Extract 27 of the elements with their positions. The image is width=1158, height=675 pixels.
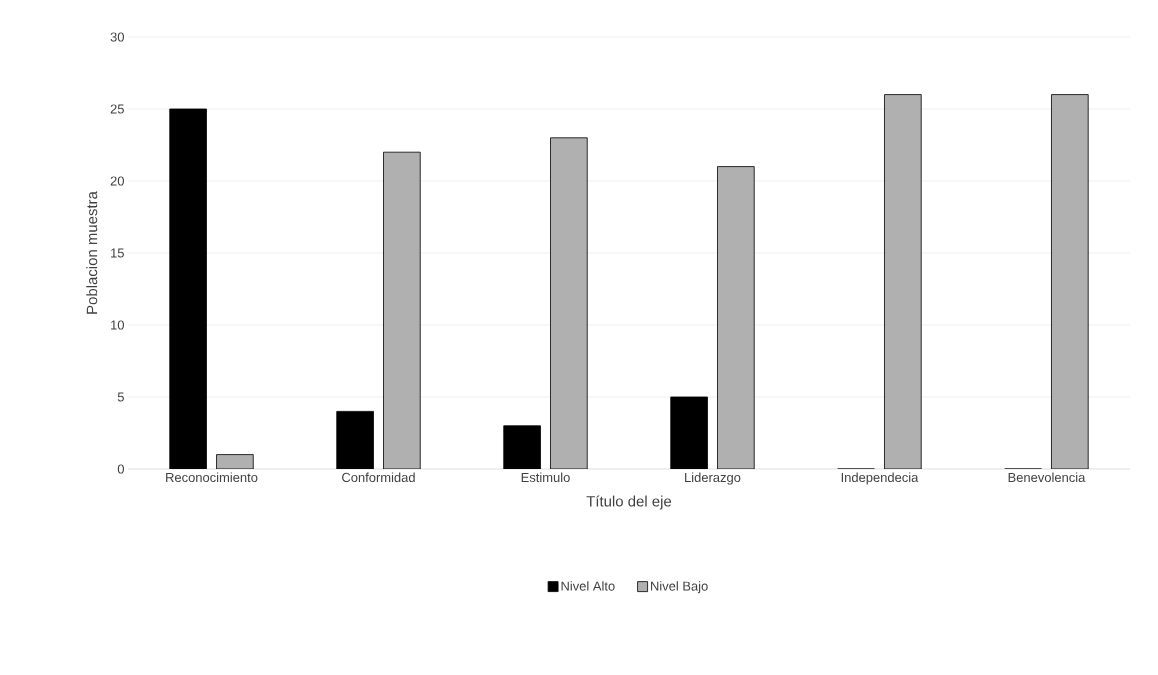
x-tick-label: Benevolencia — [1008, 472, 1086, 483]
bar — [884, 94, 922, 469]
bar — [670, 396, 708, 469]
y-tick-label: 30 — [110, 32, 124, 42]
bar — [717, 166, 755, 469]
y-tick-label: 0 — [117, 464, 124, 474]
bar — [1051, 94, 1089, 469]
x-axis-title: Título del eje — [586, 495, 672, 510]
bar — [550, 137, 588, 469]
y-tick-label: 5 — [117, 392, 124, 402]
legend-label: Nivel Alto — [561, 581, 615, 591]
x-tick-label: Liderazgo — [685, 472, 741, 485]
y-tick-label: 15 — [111, 248, 124, 258]
y-tick-label: 20 — [110, 176, 124, 186]
y-axis-title: Poblacion muestra — [86, 191, 98, 314]
x-tick-label: Independecia — [841, 472, 919, 485]
bar — [383, 151, 421, 469]
y-tick-label: 25 — [110, 104, 124, 114]
bar — [503, 425, 541, 469]
x-tick-label: Conformidad — [342, 472, 415, 483]
x-tick-label: Reconocimiento — [166, 472, 258, 483]
bar — [336, 410, 374, 469]
y-tick-label: 10 — [111, 320, 124, 330]
x-tick-label: Estimulo — [521, 472, 570, 483]
legend-label: Nivel Bajo — [651, 581, 708, 594]
bar — [169, 108, 207, 469]
bar — [216, 454, 254, 469]
